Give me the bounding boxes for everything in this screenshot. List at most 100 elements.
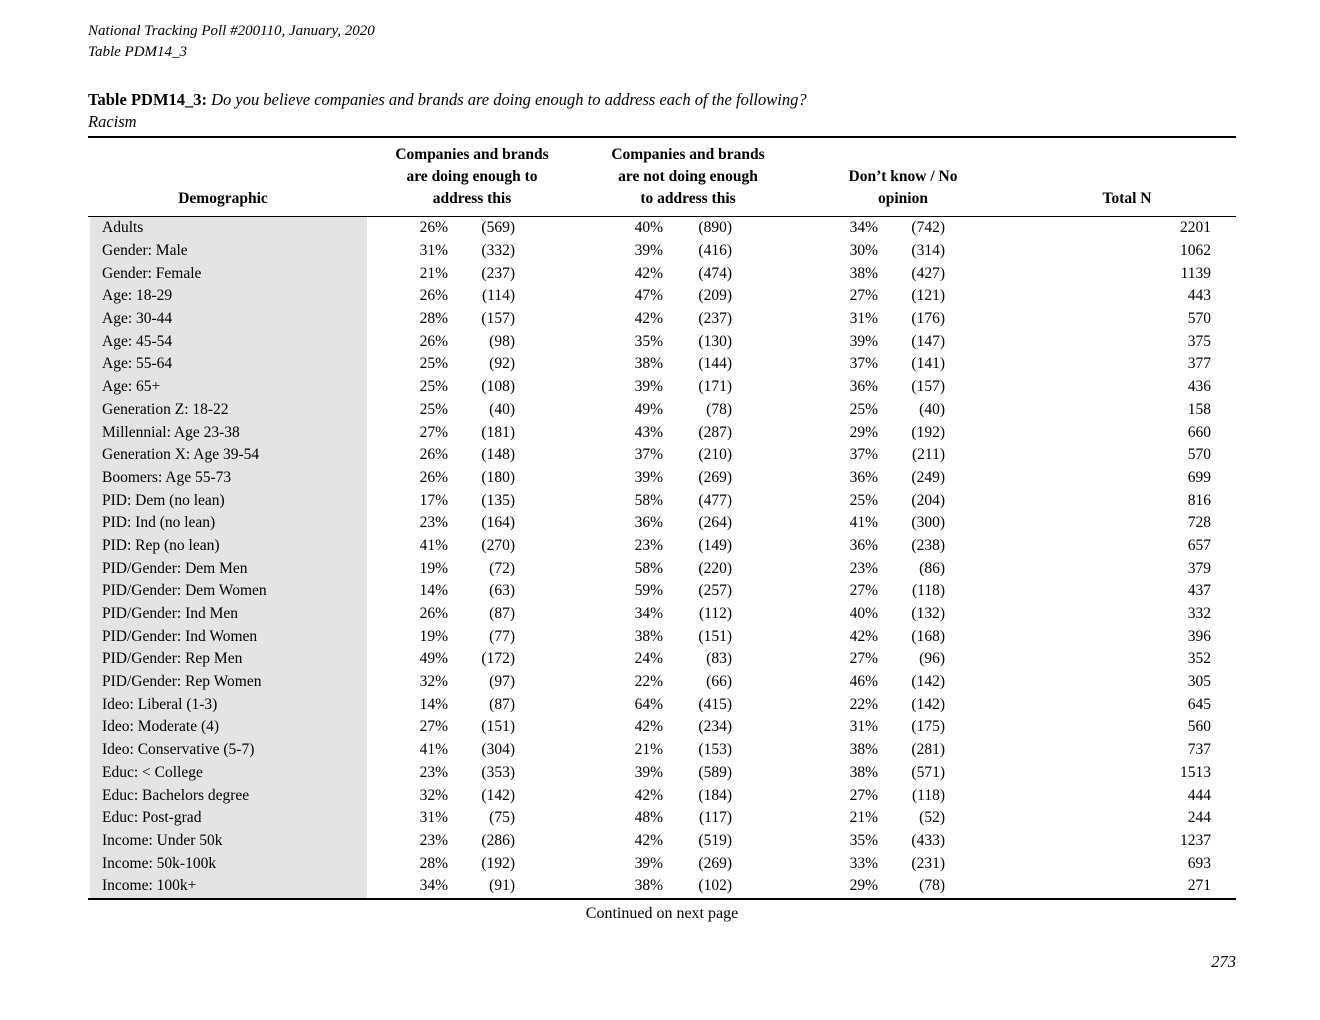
doing-enough-percent: 17% xyxy=(419,491,448,509)
dont-know-count: (147) xyxy=(911,332,945,350)
row-demographic-label: Boomers: Age 55-73 xyxy=(90,466,367,490)
row-demographic-label: Educ: Post-grad xyxy=(90,806,367,830)
table-row: Age: 65+ 25% (108) 39% (171) 36% (157) 4… xyxy=(88,375,1236,399)
table-row: PID: Dem (no lean) 17% (135) 58% (477) 2… xyxy=(88,489,1236,512)
table-row: PID/Gender: Ind Men 26% (87) 34% (112) 4… xyxy=(88,602,1236,626)
crosstab-table: Demographic Companies and brands are doi… xyxy=(88,136,1236,900)
row-demographic-label: Ideo: Conservative (5-7) xyxy=(90,738,367,762)
table-row: Ideo: Moderate (4) 27% (151) 42% (234) 3… xyxy=(88,716,1236,739)
row-demographic-label: PID/Gender: Rep Women xyxy=(90,670,367,694)
doing-enough-count: (353) xyxy=(481,763,515,781)
column-header-doing-enough: Companies and brands are doing enough to… xyxy=(395,146,549,207)
row-demographic-label: PID/Gender: Dem Men xyxy=(90,557,367,580)
not-doing-enough-count: (149) xyxy=(698,536,732,554)
row-demographic-label: Millennial: Age 23-38 xyxy=(90,421,367,444)
total-n-value: 816 xyxy=(1187,491,1211,509)
dont-know-count: (142) xyxy=(911,673,945,691)
not-doing-enough-count: (264) xyxy=(698,514,732,532)
page-number: 273 xyxy=(1211,952,1236,971)
total-n-value: 244 xyxy=(1187,809,1211,827)
dont-know-count: (192) xyxy=(911,423,945,441)
dont-know-count: (78) xyxy=(919,877,945,895)
doing-enough-percent: 27% xyxy=(419,423,448,441)
not-doing-enough-count: (151) xyxy=(698,627,732,645)
table-row: Generation X: Age 39-54 26% (148) 37% (2… xyxy=(88,443,1236,467)
row-demographic-label: Ideo: Liberal (1-3) xyxy=(90,693,367,717)
not-doing-enough-percent: 42% xyxy=(634,718,663,736)
not-doing-enough-count: (112) xyxy=(699,605,732,623)
row-demographic-label: Educ: < College xyxy=(90,761,367,785)
not-doing-enough-percent: 35% xyxy=(634,332,663,350)
row-demographic-label: Income: 50k-100k xyxy=(90,852,367,875)
not-doing-enough-count: (144) xyxy=(698,355,732,373)
dont-know-percent: 30% xyxy=(849,242,878,260)
doing-enough-percent: 28% xyxy=(419,854,448,872)
row-demographic-label: PID: Dem (no lean) xyxy=(90,489,367,512)
dont-know-percent: 42% xyxy=(849,627,878,645)
total-n-value: 379 xyxy=(1187,559,1211,577)
not-doing-enough-percent: 38% xyxy=(634,355,663,373)
doing-enough-percent: 27% xyxy=(419,718,448,736)
total-n-value: 737 xyxy=(1187,741,1211,759)
doing-enough-percent: 19% xyxy=(419,627,448,645)
column-header-total-n: Total N xyxy=(1102,190,1152,207)
doing-enough-percent: 34% xyxy=(419,877,448,895)
dont-know-percent: 31% xyxy=(849,310,878,328)
row-demographic-label: Educ: Bachelors degree xyxy=(90,784,367,807)
not-doing-enough-percent: 36% xyxy=(634,514,663,532)
doing-enough-count: (75) xyxy=(489,809,515,827)
dont-know-count: (52) xyxy=(919,809,945,827)
row-demographic-label: Ideo: Moderate (4) xyxy=(90,716,367,739)
total-n-value: 332 xyxy=(1187,605,1211,623)
doing-enough-count: (304) xyxy=(481,741,515,759)
table-row: PID/Gender: Dem Men 19% (72) 58% (220) 2… xyxy=(88,557,1236,580)
doing-enough-percent: 25% xyxy=(419,400,448,418)
table-row: Millennial: Age 23-38 27% (181) 43% (287… xyxy=(88,421,1236,444)
continued-note: Continued on next page xyxy=(585,905,739,922)
dont-know-percent: 36% xyxy=(849,378,878,396)
not-doing-enough-percent: 40% xyxy=(634,219,663,237)
table-title-question: Do you believe companies and brands are … xyxy=(211,90,807,109)
row-demographic-label: Generation X: Age 39-54 xyxy=(90,443,367,467)
dont-know-percent: 39% xyxy=(849,332,878,350)
dont-know-percent: 27% xyxy=(849,786,878,804)
total-n-value: 1237 xyxy=(1180,831,1211,849)
row-demographic-label: Age: 45-54 xyxy=(90,330,367,354)
dont-know-percent: 27% xyxy=(849,287,878,305)
table-row: PID/Gender: Rep Women 32% (97) 22% (66) … xyxy=(88,670,1236,694)
doing-enough-percent: 26% xyxy=(419,219,448,237)
doing-enough-count: (87) xyxy=(489,605,515,623)
dont-know-count: (96) xyxy=(919,650,945,668)
table-row: PID/Gender: Dem Women 14% (63) 59% (257)… xyxy=(88,580,1236,603)
doing-enough-percent: 26% xyxy=(419,332,448,350)
table-row: Age: 55-64 25% (92) 38% (144) 37% (141) … xyxy=(88,353,1236,376)
doing-enough-percent: 26% xyxy=(419,446,448,464)
table-row: Educ: < College 23% (353) 39% (589) 38% … xyxy=(88,761,1236,785)
dont-know-percent: 38% xyxy=(849,763,878,781)
total-n-value: 660 xyxy=(1187,423,1211,441)
dont-know-percent: 22% xyxy=(849,695,878,713)
not-doing-enough-percent: 58% xyxy=(634,491,663,509)
row-demographic-label: Age: 30-44 xyxy=(90,307,367,331)
dont-know-percent: 36% xyxy=(849,468,878,486)
row-demographic-label: Gender: Male xyxy=(90,239,367,263)
dont-know-percent: 38% xyxy=(849,741,878,759)
dont-know-count: (249) xyxy=(911,468,945,486)
dont-know-percent: 46% xyxy=(849,673,878,691)
doing-enough-percent: 41% xyxy=(419,741,448,759)
not-doing-enough-count: (153) xyxy=(698,741,732,759)
doing-enough-count: (286) xyxy=(481,831,515,849)
doing-enough-count: (332) xyxy=(481,242,515,260)
total-n-value: 271 xyxy=(1187,877,1211,895)
dont-know-percent: 33% xyxy=(849,854,878,872)
table-row: Income: Under 50k 23% (286) 42% (519) 35… xyxy=(88,829,1236,853)
total-n-value: 728 xyxy=(1187,514,1211,532)
dont-know-count: (742) xyxy=(911,219,945,237)
doing-enough-count: (151) xyxy=(481,718,515,736)
doing-enough-percent: 14% xyxy=(419,582,448,600)
dont-know-count: (40) xyxy=(919,400,945,418)
not-doing-enough-percent: 21% xyxy=(634,741,663,759)
table-row: Generation Z: 18-22 25% (40) 49% (78) 25… xyxy=(88,398,1236,422)
doing-enough-percent: 25% xyxy=(419,355,448,373)
table-body: Adults 26% (569) 40% (890) 34% (742) 220… xyxy=(88,217,1236,898)
